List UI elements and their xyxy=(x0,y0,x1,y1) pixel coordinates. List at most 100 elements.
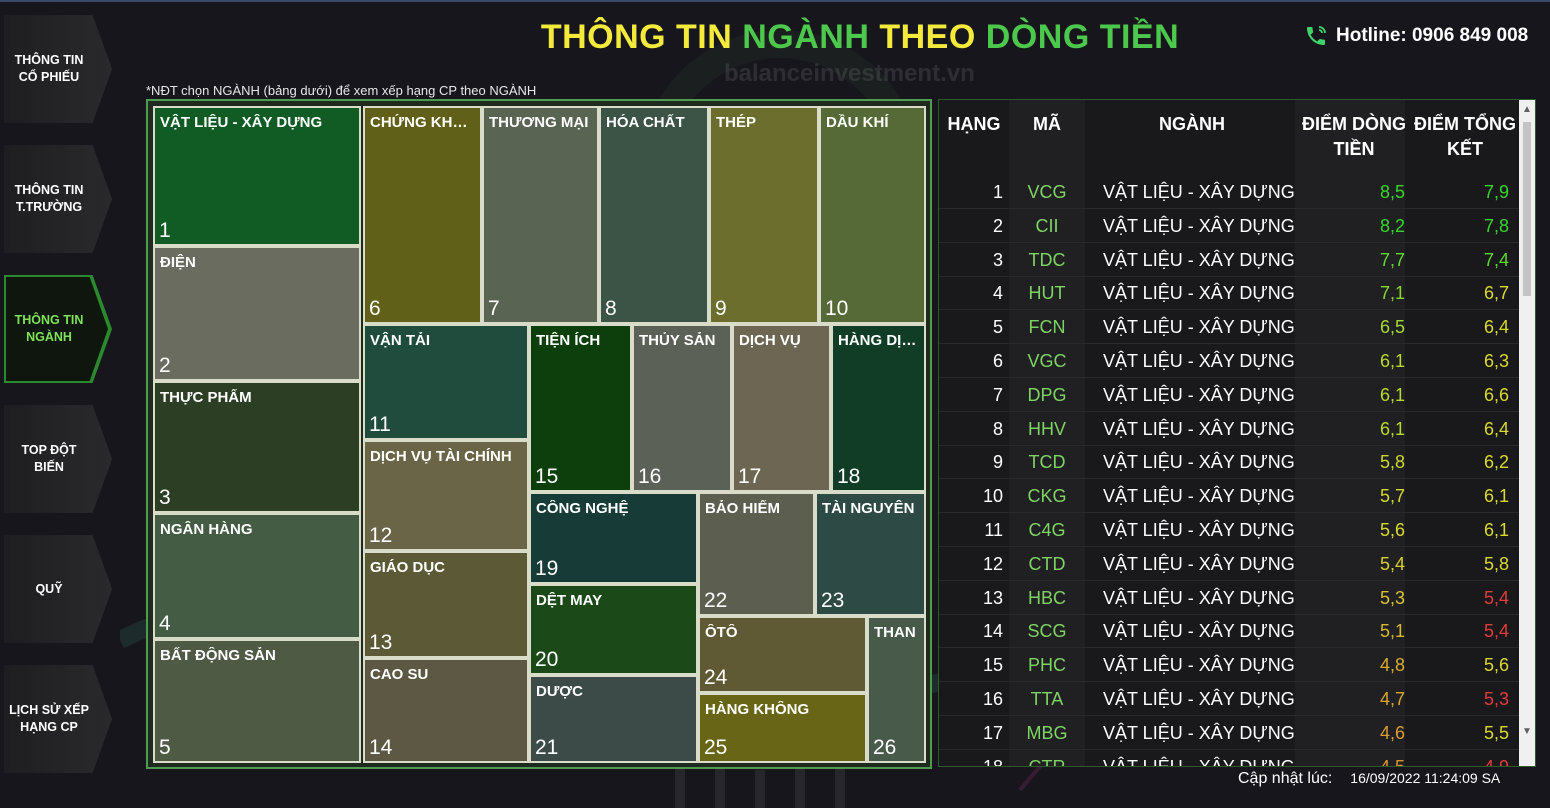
nav-market-info[interactable]: THÔNG TIN T.TRƯỜNG xyxy=(4,145,112,253)
row-stock-code: MBG xyxy=(1026,722,1068,743)
table-scrollbar[interactable]: ▲ ▼ xyxy=(1519,100,1535,766)
row-industry: VẬT LIỆU - XÂY DỰNG xyxy=(1103,215,1295,236)
instruction-note: *NĐT chọn NGÀNH (bảng dưới) để xem xếp h… xyxy=(146,83,537,98)
row-industry: VẬT LIỆU - XÂY DỰNG xyxy=(1103,283,1295,304)
table-row[interactable]: 15 PHC VẬT LIỆU - XÂY DỰNG 4,8 5,6 xyxy=(939,648,1519,683)
header-rank[interactable]: HẠNG xyxy=(947,114,1001,134)
row-rank: 9 xyxy=(992,452,1003,473)
nav-stock-info[interactable]: THÔNG TIN CỔ PHIẾU xyxy=(4,15,112,123)
header-total-score[interactable]: ĐIỂM TỔNG KẾT xyxy=(1414,114,1516,159)
industry-tile[interactable]: GIÁO DỤC 13 xyxy=(363,551,529,658)
sidebar: THÔNG TIN CỔ PHIẾU THÔNG TIN T.TRƯỜNG TH… xyxy=(0,0,120,808)
industry-tile[interactable]: TIỆN ÍCH 15 xyxy=(529,324,632,492)
nav-funds[interactable]: QUỸ xyxy=(4,535,112,643)
table-row[interactable]: 8 HHV VẬT LIỆU - XÂY DỰNG 6,1 6,4 xyxy=(939,412,1519,446)
industry-tile[interactable]: DỆT MAY 20 xyxy=(529,584,698,675)
industry-tile[interactable]: THAN 26 xyxy=(867,616,926,763)
table-row[interactable]: 2 CII VẬT LIỆU - XÂY DỰNG 8,2 7,8 xyxy=(939,209,1519,243)
table-row[interactable]: 3 TDC VẬT LIỆU - XÂY DỰNG 7,7 7,4 xyxy=(939,243,1519,277)
nav-top-breakout[interactable]: TOP ĐỘT BIẾN xyxy=(4,405,112,513)
tile-rank: 23 xyxy=(821,589,845,612)
table-row[interactable]: 10 CKG VẬT LIỆU - XÂY DỰNG 5,7 6,1 xyxy=(939,479,1519,514)
tile-rank: 2 xyxy=(159,354,171,377)
tile-industry-name: THƯƠNG MẠI xyxy=(489,114,589,131)
row-stock-code: VCG xyxy=(1027,182,1067,202)
row-flow-score: 7,1 xyxy=(1379,283,1405,304)
tile-rank: 1 xyxy=(159,219,171,242)
table-row[interactable]: 17 MBG VẬT LIỆU - XÂY DỰNG 4,6 5,5 xyxy=(939,716,1519,750)
industry-tile[interactable]: THỦY SẢN 16 xyxy=(632,324,732,492)
tile-rank: 10 xyxy=(825,297,849,320)
row-total-score: 6,2 xyxy=(1483,452,1509,473)
table-row[interactable]: 12 CTD VẬT LIỆU - XÂY DỰNG 5,4 5,8 xyxy=(939,547,1519,581)
industry-tile[interactable]: CHỨNG KHOÁN 6 xyxy=(363,106,482,324)
nav-ranking-history[interactable]: LỊCH SỬ XẾP HẠNG CP xyxy=(4,665,112,773)
header-code[interactable]: MÃ xyxy=(1033,114,1061,134)
table-row[interactable]: 1 VCG VẬT LIỆU - XÂY DỰNG 8,5 7,9 xyxy=(939,175,1519,209)
table-row[interactable]: 16 TTA VẬT LIỆU - XÂY DỰNG 4,7 5,3 xyxy=(939,682,1519,716)
row-industry: VẬT LIỆU - XÂY DỰNG xyxy=(1103,351,1295,371)
industry-tile[interactable]: ÔTÔ 24 xyxy=(698,616,867,693)
industry-tile[interactable]: CÔNG NGHỆ 19 xyxy=(529,492,698,584)
page-title: THÔNG TIN NGÀNH THEO DÒNG TIỀN xyxy=(540,18,1180,57)
industry-tile[interactable]: THÉP 9 xyxy=(709,106,819,324)
tile-rank: 19 xyxy=(535,557,559,580)
table-row[interactable]: 13 HBC VẬT LIỆU - XÂY DỰNG 5,3 5,4 xyxy=(939,581,1519,615)
industry-tile[interactable]: HÀNG KHÔNG 25 xyxy=(698,693,867,763)
row-rank: 5 xyxy=(992,317,1003,338)
row-total-score: 7,8 xyxy=(1483,215,1509,236)
tile-rank: 25 xyxy=(704,736,728,759)
industry-tile[interactable]: THƯƠNG MẠI 7 xyxy=(482,106,599,324)
industry-tile[interactable]: DỊCH VỤ TÀI CHÍNH 12 xyxy=(363,440,529,551)
row-total-score: 6,3 xyxy=(1483,351,1509,371)
industry-tile[interactable]: DẦU KHÍ 10 xyxy=(819,106,926,324)
scroll-up-arrow-icon[interactable]: ▲ xyxy=(1522,104,1532,115)
industry-tile[interactable]: HÀNG DỊCH VỤ 18 xyxy=(831,324,926,492)
scrollbar-thumb[interactable] xyxy=(1523,122,1531,296)
industry-tile[interactable]: THỰC PHẨM 3 xyxy=(153,381,361,513)
nav-label: LỊCH SỬ XẾP HẠNG CP xyxy=(9,703,89,734)
header-flow-score[interactable]: ĐIỂM DÒNG TIỀN xyxy=(1301,114,1406,159)
tile-industry-name: CAO SU xyxy=(370,666,429,683)
row-industry: VẬT LIỆU - XÂY DỰNG xyxy=(1103,452,1295,473)
industry-tile[interactable]: VẬT LIỆU - XÂY DỰNG 1 xyxy=(153,106,361,246)
industry-tile[interactable]: NGÂN HÀNG 4 xyxy=(153,513,361,639)
nav-industry-info[interactable]: THÔNG TIN NGÀNH xyxy=(4,275,112,383)
scroll-down-arrow-icon[interactable]: ▼ xyxy=(1522,726,1532,737)
row-flow-score: 8,5 xyxy=(1379,182,1405,202)
row-rank: 12 xyxy=(982,553,1003,574)
row-stock-code: PHC xyxy=(1027,655,1066,676)
industry-tile[interactable]: TÀI NGUYÊN 23 xyxy=(815,492,926,616)
header-industry[interactable]: NGÀNH xyxy=(1159,114,1225,134)
nav-label: THÔNG TIN NGÀNH xyxy=(14,313,84,344)
watermark: balanceinvestment.vn xyxy=(724,60,975,87)
row-flow-score: 5,1 xyxy=(1379,621,1405,642)
tile-industry-name: VẬT LIỆU - XÂY DỰNG xyxy=(160,114,323,131)
update-label: Cập nhật lúc: xyxy=(1238,770,1333,787)
table-row[interactable]: 5 FCN VẬT LIỆU - XÂY DỰNG 6,5 6,4 xyxy=(939,310,1519,345)
table-row[interactable]: 6 VGC VẬT LIỆU - XÂY DỰNG 6,1 6,3 xyxy=(939,344,1519,378)
industry-tile[interactable]: DƯỢC 21 xyxy=(529,675,698,763)
tile-rank: 21 xyxy=(535,736,559,759)
industry-tile[interactable]: DỊCH VỤ 17 xyxy=(732,324,831,492)
tile-industry-name: TÀI NGUYÊN xyxy=(822,500,915,517)
table-row[interactable]: 11 C4G VẬT LIỆU - XÂY DỰNG 5,6 6,1 xyxy=(939,513,1519,547)
table-row[interactable]: 4 HUT VẬT LIỆU - XÂY DỰNG 7,1 6,7 xyxy=(939,276,1519,311)
table-row[interactable]: 18 CTR VẬT LIỆU - XÂY DỰNG 4,5 4,9 xyxy=(939,750,1519,766)
industry-tile[interactable]: HÓA CHẤT 8 xyxy=(599,106,709,324)
row-rank: 10 xyxy=(982,486,1003,507)
table-row[interactable]: 14 SCG VẬT LIỆU - XÂY DỰNG 5,1 5,4 xyxy=(939,614,1519,649)
industry-tile[interactable]: BẢO HIỂM 22 xyxy=(698,492,815,616)
industry-tile[interactable]: CAO SU 14 xyxy=(363,658,529,763)
table-row[interactable]: 9 TCD VẬT LIỆU - XÂY DỰNG 5,8 6,2 xyxy=(939,445,1519,480)
row-total-score: 6,1 xyxy=(1483,486,1509,507)
industry-tile[interactable]: BẤT ĐỘNG SẢN 5 xyxy=(153,639,361,763)
industry-tile[interactable]: VẬN TẢI 11 xyxy=(363,324,529,440)
tile-rank: 3 xyxy=(159,486,171,509)
row-industry: VẬT LIỆU - XÂY DỰNG xyxy=(1103,520,1295,540)
row-industry: VẬT LIỆU - XÂY DỰNG xyxy=(1103,621,1295,642)
industry-tile[interactable]: ĐIỆN 2 xyxy=(153,246,361,381)
title-part: THEO xyxy=(879,18,986,56)
table-row[interactable]: 7 DPG VẬT LIỆU - XÂY DỰNG 6,1 6,6 xyxy=(939,378,1519,412)
column-shade xyxy=(1009,100,1085,766)
